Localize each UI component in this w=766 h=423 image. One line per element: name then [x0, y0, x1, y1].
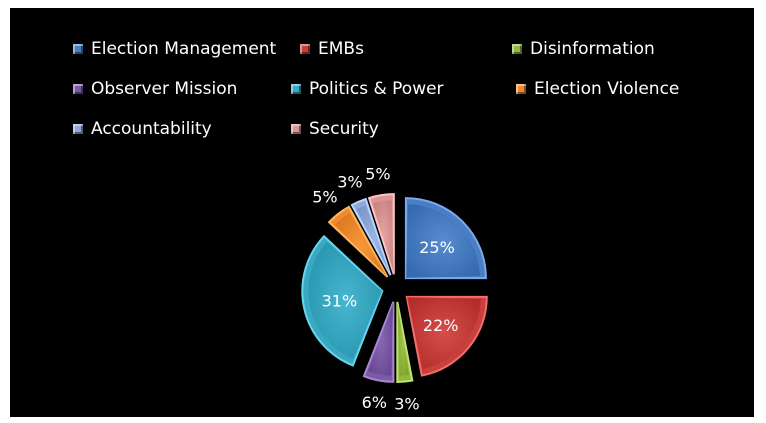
- pie-chart: 25%22%3%6%31%5%3% 5%: [301, 164, 488, 414]
- pie-data-label: 3%: [337, 173, 362, 192]
- pie-data-label: 31%: [322, 292, 358, 311]
- legend-label: EMBs: [318, 39, 364, 59]
- legend-swatch: [73, 124, 83, 134]
- pie-slice-bevel: [373, 200, 394, 275]
- pie-data-label: 6%: [362, 393, 387, 412]
- legend-item-observer-mission: Observer Mission: [73, 77, 237, 101]
- legend-item-politics-power: Politics & Power: [291, 77, 444, 101]
- legend-label: Politics & Power: [309, 79, 444, 99]
- pie-data-label: 25%: [419, 238, 455, 257]
- pie-slice-bevel: [308, 242, 383, 360]
- legend-item-accountability: Accountability: [73, 117, 212, 141]
- pie-slice-bevel: [406, 296, 481, 370]
- legend-swatch: [516, 84, 526, 94]
- pie-data-label: 22%: [423, 316, 459, 335]
- pie-data-label: 3%: [394, 395, 419, 414]
- legend-item-embs: EMBs: [300, 37, 364, 61]
- legend-swatch: [512, 44, 522, 54]
- legend-swatch: [73, 44, 83, 54]
- legend-label: Election Management: [91, 39, 277, 59]
- legend-swatch: [291, 124, 301, 134]
- chart-frame: Election Management EMBs Disinformation …: [10, 8, 754, 417]
- legend-label: Disinformation: [530, 39, 655, 59]
- legend-label: Security: [309, 119, 379, 139]
- legend: Election Management EMBs Disinformation …: [10, 8, 754, 158]
- legend-label: Accountability: [91, 119, 212, 139]
- legend-item-disinformation: Disinformation: [512, 37, 655, 61]
- pie-slice-bevel: [397, 301, 409, 376]
- legend-label: Election Violence: [534, 79, 680, 99]
- pie-slice-bevel: [368, 301, 394, 376]
- pie-slice-bevel: [335, 213, 388, 277]
- legend-item-election-violence: Election Violence: [516, 77, 679, 101]
- legend-item-election-management: Election Management: [73, 37, 276, 61]
- legend-swatch: [291, 84, 301, 94]
- legend-swatch: [300, 44, 310, 54]
- legend-label: Observer Mission: [91, 79, 238, 99]
- pie-data-label: 5%: [365, 164, 390, 183]
- legend-item-security: Security: [291, 117, 379, 141]
- pie-slice-bevel: [356, 205, 391, 276]
- legend-swatch: [73, 84, 83, 94]
- pie-slice-bevel: [405, 204, 480, 279]
- pie-data-label: 5%: [312, 187, 337, 206]
